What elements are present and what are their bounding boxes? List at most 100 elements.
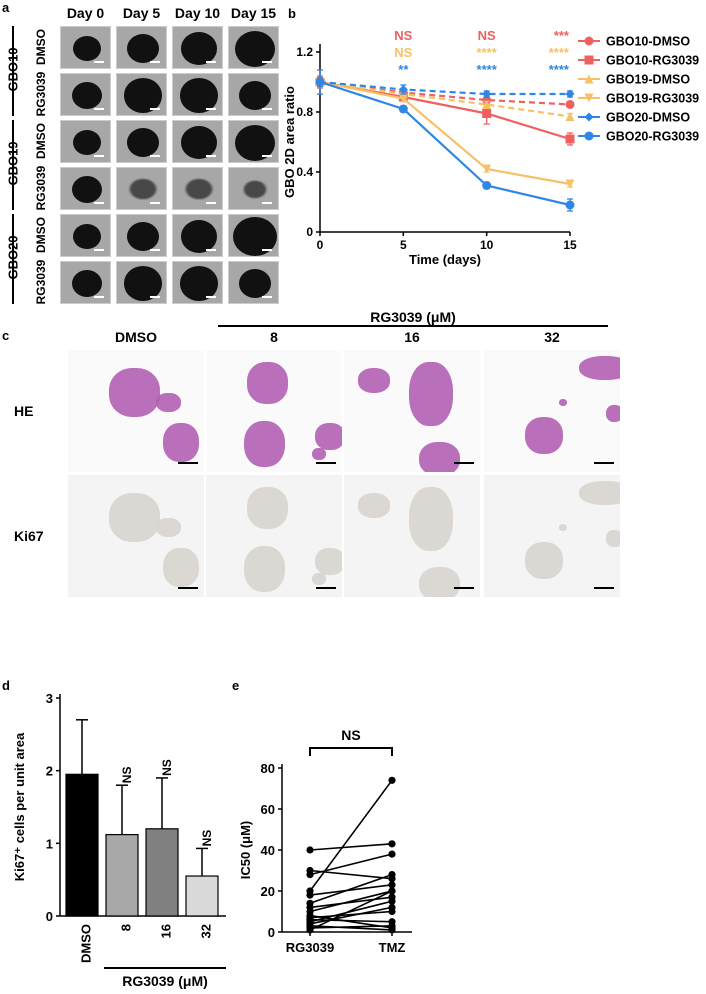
significance-label: NS xyxy=(341,727,360,743)
y-tick-label: 0 xyxy=(306,225,313,239)
group-bar xyxy=(12,120,14,210)
he-section-image xyxy=(206,350,342,472)
he-section-image xyxy=(484,350,620,472)
panel-b-letter: b xyxy=(288,6,296,21)
pair-line xyxy=(309,884,393,896)
y-tick-label: 0 xyxy=(268,925,275,940)
organoid-image xyxy=(228,120,279,163)
legend-marker xyxy=(584,36,594,46)
data-point xyxy=(306,871,314,879)
organoid xyxy=(238,81,271,110)
series-line xyxy=(319,80,571,186)
pair-line xyxy=(309,925,393,931)
scale-bar xyxy=(316,461,336,464)
condition-label: RG3039 xyxy=(34,165,48,210)
row-label: HE xyxy=(14,403,34,419)
panel-d-letter: d xyxy=(2,678,10,693)
scale-bar xyxy=(594,586,614,589)
condition-label: RG3039 xyxy=(34,71,48,116)
data-point xyxy=(565,134,575,144)
tissue-section xyxy=(579,356,620,381)
legend-label: GBO19-DMSO xyxy=(606,73,690,87)
group-bar xyxy=(12,26,14,116)
tissue-section xyxy=(409,487,453,551)
scale-bar xyxy=(94,296,104,298)
pair xyxy=(306,866,396,883)
scale-bar xyxy=(206,108,216,110)
y-tick-label: 80 xyxy=(261,761,275,776)
bar xyxy=(65,773,99,917)
tissue-section xyxy=(246,362,288,404)
organoid xyxy=(234,30,275,67)
data-point xyxy=(388,881,396,889)
organoid xyxy=(180,126,217,159)
pair xyxy=(306,850,396,879)
significance-label: NS xyxy=(478,28,496,43)
x-tick-label: 32 xyxy=(199,924,214,938)
significance-label: NS xyxy=(160,759,174,776)
organoid-image xyxy=(172,73,223,116)
data-point xyxy=(482,95,492,105)
tissue-section xyxy=(418,566,460,597)
pair-line xyxy=(309,779,393,892)
pair-line xyxy=(309,906,393,925)
pair-line xyxy=(309,873,393,905)
tissue-section xyxy=(357,493,391,518)
organoid xyxy=(180,220,217,253)
organoid-image xyxy=(172,120,223,163)
significance-label: NS xyxy=(394,28,412,43)
scale-bar xyxy=(94,108,104,110)
organoid-image xyxy=(60,261,111,304)
pair-line xyxy=(309,910,393,919)
organoid xyxy=(238,269,271,298)
x-tick-label: 15 xyxy=(563,238,577,252)
scale-bar xyxy=(206,249,216,251)
panel-c-letter: c xyxy=(2,328,10,343)
organoid-image xyxy=(172,214,223,257)
condition-label: DMSO xyxy=(34,216,48,253)
organoid xyxy=(72,35,101,62)
organoid xyxy=(123,78,162,113)
scale-bar xyxy=(262,108,272,110)
y-tick-label: 3 xyxy=(46,691,53,706)
organoid-image xyxy=(116,26,167,69)
group-label: GBO10 xyxy=(5,47,21,92)
data-point xyxy=(565,200,575,210)
rg3039-header-bar xyxy=(218,325,608,327)
day-label: Day 15 xyxy=(230,5,277,21)
tissue-section xyxy=(312,572,326,585)
y-tick-label: 0.8 xyxy=(296,105,313,119)
organoid-image xyxy=(116,73,167,116)
significance-label: NS xyxy=(120,767,134,784)
organoid xyxy=(71,270,102,297)
pair-line xyxy=(309,843,393,851)
series-line xyxy=(319,80,570,96)
organoid xyxy=(243,180,266,199)
organoid-image xyxy=(228,261,279,304)
data-point xyxy=(398,85,408,94)
pair-line xyxy=(309,890,393,931)
x-tick-label: 5 xyxy=(400,238,407,252)
scale-bar xyxy=(178,461,198,464)
organoid xyxy=(71,176,102,203)
y-axis-label: Ki67⁺ cells per unit area xyxy=(12,732,27,881)
pair-line xyxy=(309,900,393,923)
organoid-image xyxy=(60,120,111,163)
pair-line xyxy=(309,890,393,913)
y-tick-label: 20 xyxy=(261,884,275,899)
paired-scatter-chart: 0 20 40 60 80 IC50 (μM) RG3039 TMZ NS xyxy=(238,727,412,955)
tissue-section xyxy=(244,420,285,468)
x-tick-label: 8 xyxy=(119,924,134,931)
scale-bar xyxy=(150,249,160,251)
scale-bar xyxy=(206,202,216,204)
scale-bar xyxy=(206,61,216,63)
significance-label: NS xyxy=(394,45,412,60)
data-point xyxy=(388,922,396,930)
scale-bar xyxy=(94,249,104,251)
x-tick-label: DMSO xyxy=(79,924,94,963)
data-point xyxy=(388,776,396,784)
bar xyxy=(145,828,179,917)
organoid-image xyxy=(172,167,223,210)
tissue-section xyxy=(163,423,199,463)
organoid xyxy=(71,82,102,109)
